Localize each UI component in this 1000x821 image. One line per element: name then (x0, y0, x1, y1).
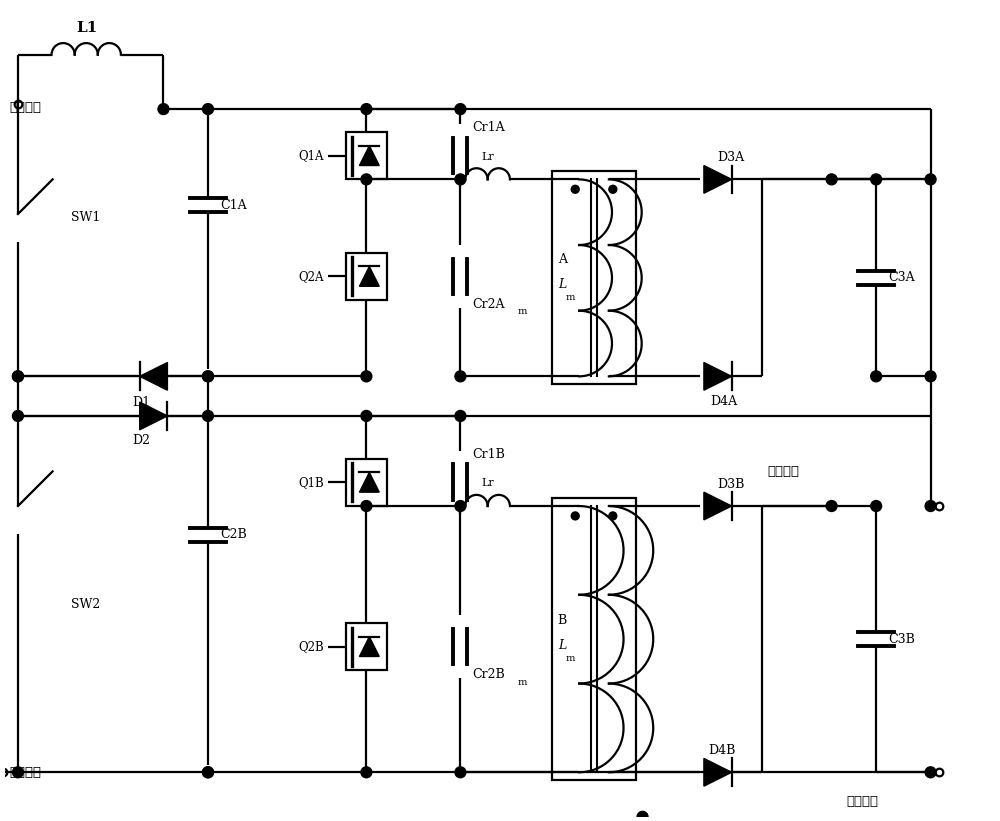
Text: m: m (518, 306, 527, 315)
Polygon shape (359, 145, 379, 166)
Polygon shape (704, 492, 732, 520)
Text: Cr2B: Cr2B (472, 667, 505, 681)
Text: Lr: Lr (481, 478, 494, 488)
Polygon shape (359, 472, 379, 492)
Text: 输出负端: 输出负端 (846, 796, 878, 809)
Circle shape (871, 174, 882, 185)
Polygon shape (140, 402, 167, 430)
Circle shape (203, 767, 213, 777)
Text: 输出正端: 输出正端 (767, 465, 799, 478)
Bar (346, 458, 387, 506)
Circle shape (203, 410, 213, 421)
Polygon shape (359, 636, 379, 657)
Text: D4B: D4B (708, 744, 735, 757)
Circle shape (12, 410, 23, 421)
Text: D1: D1 (133, 396, 151, 409)
Text: D3A: D3A (718, 151, 745, 164)
Circle shape (455, 174, 466, 185)
Circle shape (925, 174, 936, 185)
Text: Q2A: Q2A (298, 270, 324, 283)
Circle shape (925, 371, 936, 382)
Text: L: L (558, 639, 566, 652)
Circle shape (455, 767, 466, 777)
Circle shape (925, 767, 936, 777)
Text: SW1: SW1 (71, 212, 101, 224)
Circle shape (203, 371, 213, 382)
Bar (552, 498, 636, 780)
Text: 输入负端: 输入负端 (9, 766, 41, 779)
Circle shape (203, 103, 213, 115)
Circle shape (826, 174, 837, 185)
Circle shape (12, 371, 23, 382)
Bar (346, 623, 387, 670)
Text: Q1A: Q1A (298, 149, 324, 162)
Text: A: A (558, 253, 567, 266)
Circle shape (637, 811, 648, 821)
Circle shape (826, 501, 837, 511)
Circle shape (361, 174, 372, 185)
Bar (346, 253, 387, 300)
Polygon shape (704, 166, 732, 193)
Text: L: L (558, 277, 566, 291)
Circle shape (609, 186, 617, 193)
Circle shape (455, 103, 466, 115)
Circle shape (361, 501, 372, 511)
Circle shape (158, 103, 169, 115)
Text: C2B: C2B (220, 528, 247, 541)
Circle shape (571, 512, 579, 520)
Circle shape (571, 186, 579, 193)
Circle shape (12, 371, 23, 382)
Circle shape (361, 410, 372, 421)
Circle shape (203, 371, 213, 382)
Text: Cr1B: Cr1B (472, 448, 505, 461)
Circle shape (455, 371, 466, 382)
Text: m: m (518, 677, 527, 686)
Circle shape (871, 501, 882, 511)
Text: m: m (566, 292, 575, 301)
Circle shape (203, 767, 213, 777)
Polygon shape (140, 363, 167, 390)
Circle shape (12, 767, 23, 777)
Text: D4A: D4A (710, 395, 737, 407)
Text: 输入正端: 输入正端 (9, 101, 41, 113)
Text: C3B: C3B (888, 633, 915, 645)
Text: SW2: SW2 (71, 598, 101, 611)
Polygon shape (704, 363, 732, 390)
Polygon shape (359, 267, 379, 287)
Circle shape (361, 103, 372, 115)
Polygon shape (704, 759, 732, 787)
Text: L1: L1 (77, 21, 98, 34)
Circle shape (455, 501, 466, 511)
Text: C3A: C3A (888, 272, 915, 284)
Text: Cr1A: Cr1A (472, 122, 505, 135)
Circle shape (609, 512, 617, 520)
Text: Q2B: Q2B (298, 640, 324, 653)
Text: Q1B: Q1B (298, 475, 324, 488)
Circle shape (361, 371, 372, 382)
Text: Cr2A: Cr2A (472, 297, 505, 310)
Text: m: m (566, 654, 575, 663)
Text: D3B: D3B (718, 478, 745, 491)
Bar (346, 132, 387, 179)
Text: Lr: Lr (481, 152, 494, 162)
Text: D2: D2 (133, 433, 151, 447)
Circle shape (925, 501, 936, 511)
Circle shape (455, 410, 466, 421)
Text: B: B (558, 614, 567, 627)
Circle shape (871, 371, 882, 382)
Bar (552, 172, 636, 384)
Circle shape (361, 767, 372, 777)
Text: C1A: C1A (220, 199, 246, 212)
